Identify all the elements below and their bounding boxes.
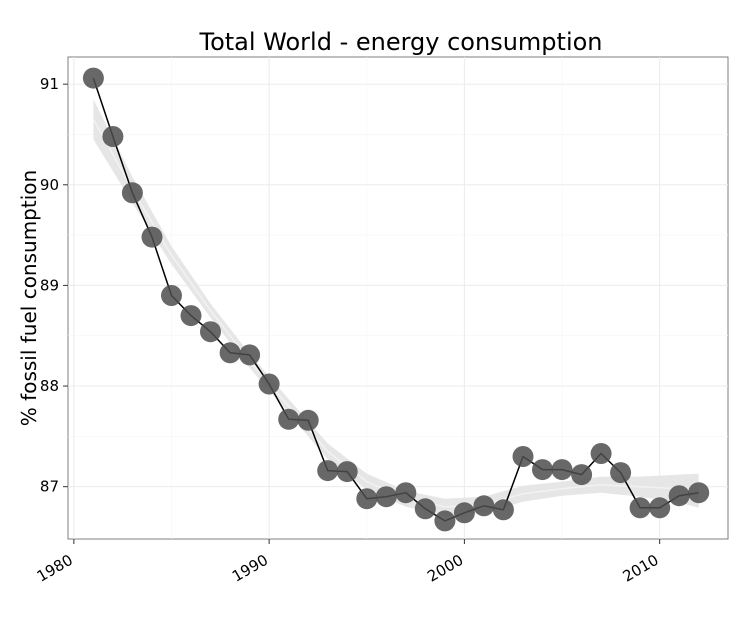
point-layer: [82, 67, 710, 532]
data-point: [121, 182, 143, 204]
data-point: [590, 443, 612, 464]
data-point: [317, 460, 339, 482]
data-point: [336, 461, 358, 483]
data-point: [434, 510, 456, 532]
y-axis-label: % fossil fuel consumption: [17, 170, 41, 426]
data-point: [688, 482, 710, 504]
data-point: [102, 126, 124, 147]
data-point: [492, 499, 514, 521]
data-point: [473, 495, 495, 517]
data-point: [375, 486, 397, 508]
data-point: [239, 344, 261, 366]
x-tick-label: 2000: [424, 551, 466, 586]
chart-title: Total World - energy consumption: [198, 28, 602, 56]
data-point: [258, 373, 280, 395]
y-tick-label: 88: [40, 377, 59, 395]
data-point: [278, 408, 300, 430]
data-point: [453, 502, 475, 524]
x-tick-label: 1980: [34, 551, 76, 586]
x-tick-label: 2010: [620, 551, 662, 586]
data-point: [395, 482, 417, 504]
data-point: [571, 464, 593, 486]
y-tick-label: 87: [40, 478, 59, 496]
y-tick-label: 91: [40, 75, 59, 93]
data-point: [161, 285, 182, 306]
y-tick-label: 90: [40, 176, 59, 194]
data-point: [356, 488, 378, 510]
data-point: [668, 485, 690, 507]
data-point: [610, 462, 632, 484]
data-point: [200, 321, 221, 343]
data-point: [219, 342, 241, 364]
x-tick-label: 1990: [229, 551, 271, 586]
data-point: [532, 459, 553, 481]
data-point: [629, 497, 651, 519]
data-point: [141, 226, 163, 248]
y-tick-label: 89: [40, 276, 59, 294]
grid-major: [68, 57, 728, 539]
data-point: [180, 305, 202, 327]
data-point: [297, 409, 319, 431]
data-point: [649, 497, 671, 519]
grid-minor: [68, 57, 728, 539]
data-point: [551, 459, 573, 481]
data-point: [414, 498, 436, 520]
data-point: [82, 67, 104, 89]
data-point: [512, 446, 534, 467]
